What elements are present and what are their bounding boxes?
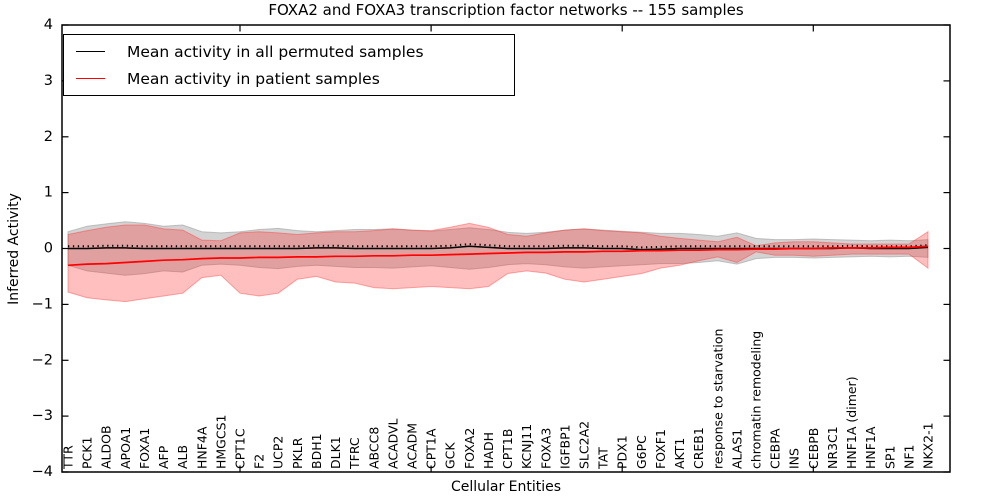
x-category-label: PDX1 [615, 435, 630, 469]
x-category-label: CREB1 [691, 427, 706, 469]
x-category-label: response to starvation [710, 329, 725, 470]
y-tick-label: 1 [44, 185, 53, 201]
x-category-label: NF1 [901, 445, 916, 470]
x-category-label: G6PC [634, 435, 649, 469]
y-tick-label: 4 [44, 17, 53, 33]
patient-line-sample-icon [76, 78, 105, 79]
legend-label-permuted: Mean activity in all permuted samples [127, 42, 424, 61]
x-category-label: FOXF1 [653, 429, 668, 469]
x-category-label: CPT1B [500, 429, 515, 469]
x-category-label: HNF1A (dimer) [844, 376, 859, 469]
x-category-label: APOA1 [118, 427, 133, 469]
x-category-label: TAT [596, 447, 611, 470]
y-axis-label: Inferred Activity [6, 193, 22, 305]
x-category-label: F2 [252, 454, 267, 469]
x-category-label: HMGCS1 [213, 415, 228, 470]
x-category-label: NKX2-1 [921, 422, 936, 469]
x-category-label: FOXA3 [538, 428, 553, 469]
x-category-label: TFRC [347, 437, 362, 470]
permuted-line-sample-icon [76, 51, 105, 52]
x-category-label: HNF1A [863, 426, 878, 469]
patient-mean-line [67, 245, 929, 267]
legend-entry-permuted: Mean activity in all permuted samples [76, 39, 514, 65]
legend-entry-patient: Mean activity in patient samples [76, 66, 514, 92]
chart-title: FOXA2 and FOXA3 transcription factor net… [268, 1, 744, 19]
x-category-label: ALAS1 [729, 429, 744, 469]
x-category-label: KCNJ11 [519, 424, 534, 469]
x-category-label: HNF4A [194, 426, 209, 469]
y-tick-label: 2 [44, 129, 53, 145]
x-category-label: CPT1A [424, 428, 439, 469]
y-tick-label: −3 [32, 408, 53, 424]
x-category-label: chromatin remodeling [749, 331, 764, 469]
x-category-label: FOXA2 [462, 428, 477, 469]
x-category-label: CEBPA [768, 428, 783, 469]
x-category-label: BDH1 [309, 433, 324, 469]
x-category-label: ABCC8 [366, 427, 381, 469]
x-category-label: HADH [481, 432, 496, 469]
x-category-label: PCK1 [80, 437, 95, 469]
patient-samples-band [67, 222, 929, 303]
x-category-label: SLC2A2 [577, 421, 592, 469]
x-category-label: IGFBP1 [557, 424, 572, 469]
y-tick-label: 3 [44, 73, 53, 89]
x-category-label: AKT1 [672, 438, 687, 469]
x-category-label: AFP [156, 445, 171, 469]
x-category-label: UCP2 [271, 436, 286, 469]
y-tick-label: 0 [44, 241, 53, 257]
x-category-label: ACADM [405, 423, 420, 469]
y-tick-label: −4 [32, 464, 53, 480]
legend: Mean activity in all permuted samples Me… [63, 34, 515, 96]
x-category-label: PKLR [290, 437, 305, 469]
x-category-label: SP1 [882, 446, 897, 469]
x-category-label: INS [787, 448, 802, 469]
x-category-label: TTR [61, 445, 76, 470]
y-tick-label: −2 [32, 352, 53, 368]
x-category-label: FOXA1 [137, 428, 152, 469]
x-category-label: DLK1 [328, 436, 343, 469]
legend-label-patient: Mean activity in patient samples [127, 69, 380, 88]
x-category-label: ACADVL [385, 418, 400, 469]
x-axis-label: Cellular Entities [450, 479, 562, 495]
permuted-errorbar-dots [68, 243, 929, 249]
x-category-label: CEBPB [806, 428, 821, 469]
x-category-label: CPT1C [233, 428, 248, 469]
x-category-label: ALDOB [99, 425, 114, 469]
x-category-label: NR3C1 [825, 426, 840, 469]
x-category-label: ALB [175, 445, 190, 469]
y-tick-label: −1 [32, 296, 53, 312]
x-category-label: GCK [443, 442, 458, 469]
